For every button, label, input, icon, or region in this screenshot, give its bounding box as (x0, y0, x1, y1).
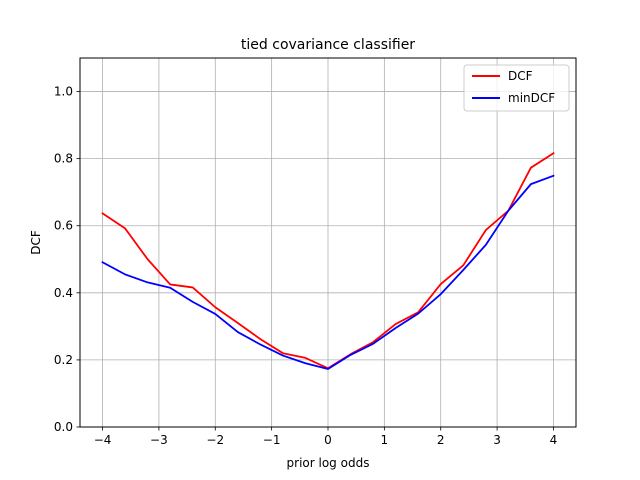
legend-label-dcf: DCF (508, 69, 533, 83)
grid (80, 58, 576, 428)
y-tick-label: 0.6 (54, 219, 73, 233)
y-tick-label: 0.8 (54, 152, 73, 166)
y-axis-label: DCF (29, 230, 43, 255)
y-tick-label: 0.0 (54, 420, 73, 434)
x-tick-label: 2 (437, 433, 445, 447)
y-tick-label: 1.0 (54, 85, 73, 99)
x-tick-label: 3 (493, 433, 501, 447)
x-tick-label: −1 (263, 433, 281, 447)
ticks: −4 −3 −2 −1 0 1 2 3 4 0.0 0.2 0.4 0.6 0.8 1.0 (54, 85, 557, 447)
x-tick-label: −4 (94, 433, 112, 447)
series-line-mindcf (101, 174, 555, 370)
chart-title: tied covariance classifier (241, 37, 415, 53)
x-tick-label: 0 (324, 433, 332, 447)
x-tick-label: −2 (206, 433, 224, 447)
x-tick-label: 4 (550, 433, 558, 447)
x-tick-label: −3 (150, 433, 168, 447)
x-tick-label: 1 (381, 433, 389, 447)
legend-label-mindcf: minDCF (508, 91, 555, 105)
y-tick-label: 0.2 (54, 353, 73, 367)
y-tick-label: 0.4 (54, 286, 73, 300)
legend: DCF minDCF (463, 64, 570, 112)
series-lines (101, 152, 555, 370)
x-axis-label: prior log odds (287, 456, 370, 470)
